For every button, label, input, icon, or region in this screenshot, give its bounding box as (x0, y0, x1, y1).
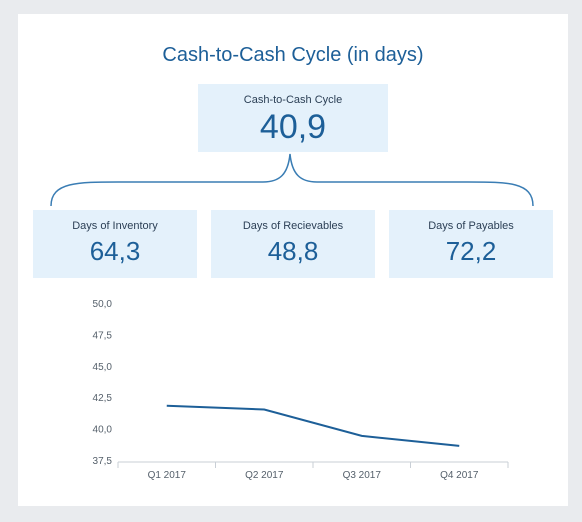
y-tick-label: 37,5 (93, 456, 113, 467)
kpi-value: 40,9 (259, 108, 327, 146)
x-tick-label: Q4 2017 (440, 470, 479, 481)
kpi-label: Cash-to-Cash Cycle (243, 94, 343, 106)
brace-connector (50, 153, 534, 207)
y-tick-label: 45,0 (93, 362, 113, 373)
x-tick-label: Q3 2017 (343, 470, 382, 481)
y-tick-label: 50,0 (93, 299, 113, 310)
brace-path (50, 153, 534, 207)
kpi-days-of-receivables: Days of Recievables 48,8 (211, 210, 375, 278)
dashboard-title: Cash-to-Cash Cycle (in days) (162, 44, 424, 66)
kpi-label: Days of Inventory (72, 220, 158, 232)
kpi-days-of-payables: Days of Payables 72,2 (389, 210, 553, 278)
y-tick-label: 42,5 (93, 393, 113, 404)
x-tick-label: Q2 2017 (245, 470, 284, 481)
y-tick-label: 47,5 (93, 330, 113, 341)
line-chart: 50,0 47,5 45,0 42,5 40,0 37,5 Q1 2017 Q2 2017 Q3… (93, 299, 509, 481)
kpi-value: 64,3 (89, 236, 141, 266)
y-tick-label: 40,0 (93, 425, 113, 436)
kpi-value: 48,8 (267, 236, 319, 266)
series-line (166, 404, 460, 447)
kpi-label: Days of Recievables (242, 220, 344, 232)
kpi-value: 72,2 (445, 236, 497, 266)
dashboard-card: Cash-to-Cash Cycle (in days) Cash-to-Cas… (18, 14, 568, 506)
kpi-cash-to-cash: Cash-to-Cash Cycle 40,9 (198, 84, 388, 152)
kpi-label: Days of Payables (428, 220, 514, 232)
kpi-days-of-inventory: Days of Inventory 64,3 (33, 210, 197, 278)
x-tick-label: Q1 2017 (148, 470, 187, 481)
